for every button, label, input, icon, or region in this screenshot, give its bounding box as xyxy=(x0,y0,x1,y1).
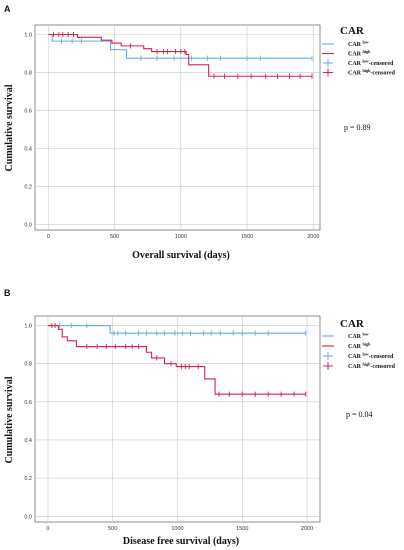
panel-a-legend-label-base: CAR xyxy=(348,71,363,77)
panel-b-y-tick-label: 0.6 xyxy=(24,400,32,406)
panel-a-legend-label-sup: high xyxy=(363,68,372,73)
panel-b-legend-label-sup: high xyxy=(363,342,372,347)
panel-a-y-tick-label: 0.6 xyxy=(24,108,32,114)
panel-a-legend-label-sup: low xyxy=(363,40,369,45)
panel-b-x-axis-label: Disease free survival (days) xyxy=(123,536,239,547)
panel-b-legend-label-sup: high xyxy=(363,362,372,367)
panel-a-x-tick-label: 0 xyxy=(47,234,50,240)
panel-a-legend-label-sup: low xyxy=(363,59,369,64)
panel-b-legend-label-sup: low xyxy=(363,352,369,357)
panel-b-legend-entry: CAR low xyxy=(322,332,369,341)
panel-a-y-tick-label: 0.4 xyxy=(24,146,32,152)
panel-b-label: B xyxy=(4,288,11,298)
panel-a-curve-high xyxy=(48,33,313,77)
panel-a-p-value: p = 0.89 xyxy=(344,123,371,132)
panel-b-legend-plus-swatch xyxy=(323,352,333,360)
panel-b-legend-entry: CAR high-censored xyxy=(323,362,396,371)
panel-b-legend-plus-swatch xyxy=(323,362,333,370)
panel-a-x-tick-label: 1500 xyxy=(241,234,253,240)
panel-b-p-value: p = 0.04 xyxy=(346,410,373,419)
panel-a-legend-label-tail: -censored xyxy=(369,61,394,67)
panel-a-x-tick-label: 1000 xyxy=(175,234,187,240)
panel-a-x-tick-label: 500 xyxy=(110,234,119,240)
panel-a-label: A xyxy=(4,4,11,14)
panel-b-legend-label: CAR high xyxy=(348,342,371,351)
panel-a-y-axis-label: Cumulative survival xyxy=(4,84,15,171)
panel-a-legend-entry: CAR low-censored xyxy=(323,59,394,68)
panel-a-legend-label: CAR high-censored xyxy=(348,68,396,77)
panel-a-legend-label: CAR low xyxy=(348,40,369,49)
panel-a-legend-entry: CAR high-censored xyxy=(323,68,396,77)
panel-a-legend-entry: CAR low xyxy=(322,40,369,49)
panel-a-legend-title: CAR xyxy=(340,25,365,37)
panel-b-legend-label: CAR low xyxy=(348,332,369,341)
panel-b-x-tick-label: 2000 xyxy=(301,526,313,532)
panel-a-y-tick-label: 0.2 xyxy=(24,184,32,190)
panel-b-x-tick-label: 1000 xyxy=(171,526,183,532)
panel-b-legend-label-sup: low xyxy=(363,332,369,337)
panel-a-curve-low xyxy=(48,33,313,59)
panel-b-curve-low xyxy=(47,324,306,334)
panel-a-chart: A 0 500 1000 1500 2000 0.0 0.2 0.4 0.6 0.8 1.0 Cum… xyxy=(4,4,396,261)
panel-a-x-tick-label: 2000 xyxy=(307,234,319,240)
panel-a-legend-plus-swatch xyxy=(323,68,333,77)
panel-a-legend-label-base: CAR xyxy=(348,42,363,48)
panel-b-y-axis-label: Cumulative survival xyxy=(4,376,15,463)
panel-a-legend-label-sup: high xyxy=(363,49,372,54)
panel-b-curve-high xyxy=(47,324,306,395)
panel-a-legend-plus-swatch xyxy=(323,59,333,67)
panel-b-y-tick-label: 0.4 xyxy=(24,438,32,444)
panel-b-x-tick-label: 0 xyxy=(46,526,49,532)
panel-b-y-tick-label: 0.8 xyxy=(24,362,32,368)
panel-b-legend-label-base: CAR xyxy=(348,344,363,350)
panel-a-legend-label-tail: -censored xyxy=(370,71,395,77)
panel-b-legend-label: CAR high-censored xyxy=(348,362,396,371)
panel-b-y-tick-label: 0.0 xyxy=(24,514,32,520)
panel-b-legend-label-base: CAR xyxy=(348,334,363,340)
panel-b-legend-label-tail: -censored xyxy=(370,364,395,370)
panel-a-legend-label: CAR low-censored xyxy=(348,59,394,68)
panel-a-legend-label: CAR high xyxy=(348,49,371,58)
panel-b-legend-label-base: CAR xyxy=(348,364,363,370)
panel-b-legend-label-tail: -censored xyxy=(369,354,394,360)
panel-b-legend-entry: CAR high xyxy=(322,342,371,351)
panel-b-legend-title: CAR xyxy=(340,318,365,330)
panel-a-legend-label-base: CAR xyxy=(348,61,363,67)
panel-b-legend-label: CAR low-censored xyxy=(348,352,394,361)
panel-a-y-tick-label: 0.8 xyxy=(24,70,32,76)
panel-b-y-tick-label: 0.2 xyxy=(24,476,32,482)
panel-b-legend-label-base: CAR xyxy=(348,354,363,360)
panel-b-x-tick-label: 1500 xyxy=(236,526,248,532)
panel-b-legend-entry: CAR low-censored xyxy=(323,352,394,361)
panel-a-legend-label-base: CAR xyxy=(348,52,363,58)
panel-a-y-tick-label: 1.0 xyxy=(24,32,32,38)
panel-a-legend-entry: CAR high xyxy=(322,49,371,58)
panel-b-y-tick-label: 1.0 xyxy=(24,324,32,330)
panel-a-y-tick-label: 0.0 xyxy=(24,222,32,228)
panel-a-x-axis-label: Overall survival (days) xyxy=(132,250,230,261)
panel-b-x-tick-label: 500 xyxy=(108,526,117,532)
panel-a-plot-area xyxy=(34,24,321,231)
panel-b-chart: B 0 500 1000 1500 2000 0.0 0.2 0.4 0.6 0.8 1.0 Cum… xyxy=(4,288,396,547)
